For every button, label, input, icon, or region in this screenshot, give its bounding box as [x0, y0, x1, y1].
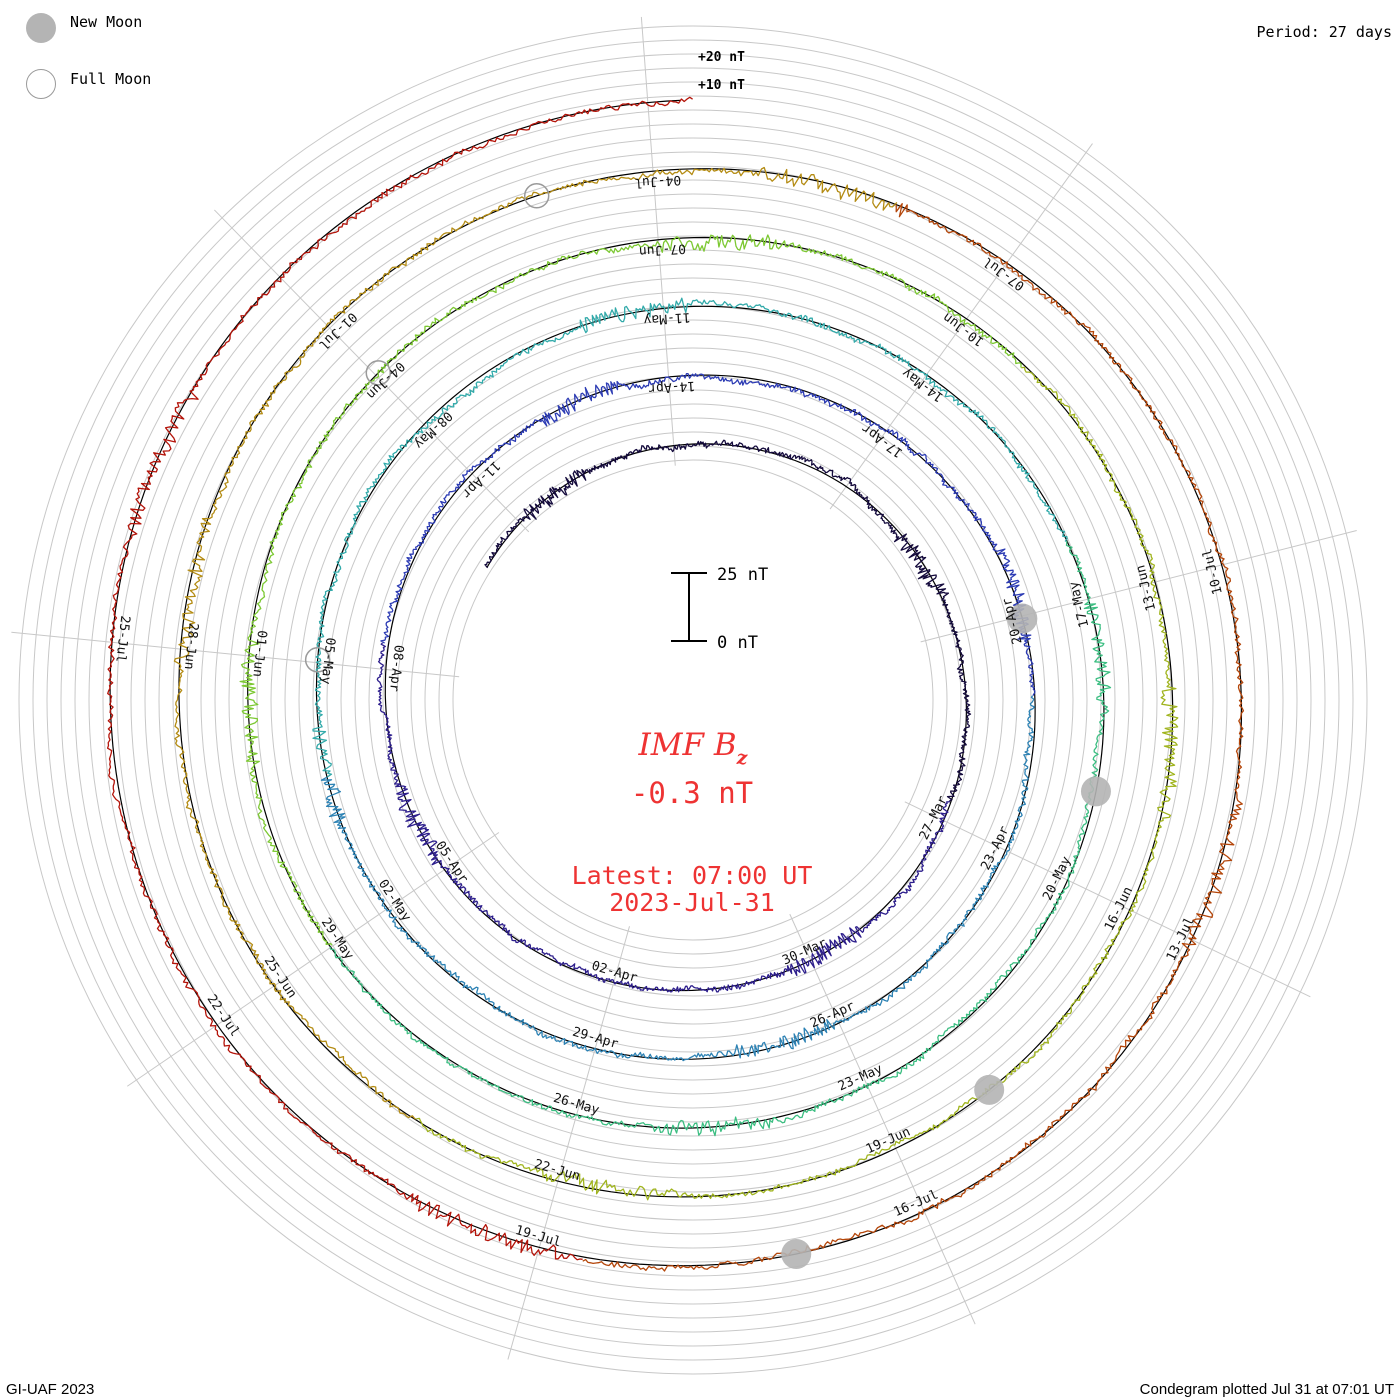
new-moon-marker — [781, 1239, 812, 1270]
grid-circle — [326, 333, 1060, 1067]
bz-traces — [106, 96, 1245, 1272]
date-label: 08-May — [411, 408, 455, 451]
date-label: 05-May — [318, 637, 338, 685]
grid-circle — [256, 263, 1130, 1137]
date-label: 11-May — [643, 309, 691, 327]
grid-circle — [214, 221, 1172, 1179]
grid-circle — [88, 95, 1298, 1305]
bz-trace-segment — [239, 234, 1022, 946]
grid-circle — [368, 375, 1018, 1025]
moon-markers — [304, 183, 1111, 1270]
center-readout: IMF Bz -0.3 nT Latest: 07:00 UT 2023-Jul… — [572, 727, 813, 917]
full-moon-icon — [26, 69, 56, 99]
grid-circle — [172, 179, 1214, 1221]
bz-trace-segment — [582, 203, 1245, 1272]
bz-trace-segment — [106, 96, 693, 1261]
grid-spoke — [127, 832, 500, 1087]
date-label: 20-May — [1040, 854, 1074, 903]
grid-circle — [186, 193, 1200, 1207]
bz-trace-segment — [484, 439, 972, 802]
date-label: 28-Jun — [181, 622, 201, 670]
new-moon-icon — [26, 13, 56, 43]
grid-circle — [382, 389, 1004, 1011]
grid-spoke — [214, 209, 530, 533]
ring-scale-labels: +20 nT +10 nT — [698, 50, 745, 93]
grid-spoke — [11, 631, 460, 678]
scale-bar-top-label: 25 nT — [717, 565, 768, 585]
grid-spoke — [829, 143, 1093, 510]
grid-circle — [242, 249, 1144, 1151]
grid-circle — [200, 207, 1186, 1193]
scale-bar: 25 nT 0 nT — [671, 565, 768, 653]
grid-spoke — [904, 801, 1311, 998]
bz-trace-segment — [376, 642, 950, 993]
grid-circle — [116, 123, 1270, 1277]
grid-circle — [298, 305, 1088, 1095]
grid-circle — [158, 165, 1228, 1235]
grid-circle — [354, 361, 1032, 1039]
zero-baseline-spiral — [109, 99, 1243, 1267]
bz-trace-segment — [173, 166, 898, 1120]
grid-circle — [396, 403, 990, 997]
grid-spoke — [920, 530, 1357, 643]
date-label: 07-Jun — [638, 240, 686, 258]
center-value: -0.3 nT — [631, 776, 753, 810]
grid-circle — [46, 53, 1340, 1347]
grid-circle — [144, 151, 1242, 1249]
bz-trace-segment — [380, 372, 1036, 696]
date-label: 13-Jun — [1133, 563, 1159, 612]
grid-spoke — [507, 926, 630, 1360]
center-date: 2023-Jul-31 — [609, 888, 775, 917]
grid-circle — [74, 81, 1312, 1319]
date-label: 25-Jul — [112, 615, 132, 663]
ring-label-10: +10 nT — [698, 78, 745, 93]
period-label: Period: 27 days — [1256, 23, 1392, 41]
grid-spoke — [789, 913, 976, 1325]
new-moon-marker — [974, 1074, 1005, 1105]
date-label: 01-Jun — [249, 629, 269, 677]
new-moon-marker — [1007, 603, 1038, 634]
grid-circle — [228, 235, 1158, 1165]
date-label: 19-Jul — [513, 1223, 562, 1250]
grid-circle — [130, 137, 1256, 1263]
date-label: 14-Apr — [648, 378, 696, 396]
date-label: 23-Apr — [978, 824, 1012, 873]
full-moon-marker — [523, 183, 550, 209]
grid-circle — [32, 39, 1354, 1361]
grid-circle — [424, 431, 962, 969]
grid-circle — [340, 347, 1046, 1053]
full-moon-marker — [304, 647, 331, 673]
grid-circle — [60, 67, 1326, 1333]
plotted-timestamp: Condegram plotted Jul 31 at 07:01 UT — [1139, 1381, 1394, 1398]
date-label: 08-Apr — [386, 644, 406, 692]
bz-trace-segment — [312, 297, 1068, 778]
polar-grid — [11, 16, 1368, 1375]
bz-trace-segment — [320, 695, 1035, 1062]
date-label: 04-Jul — [634, 172, 682, 190]
ring-label-20: +20 nT — [698, 50, 745, 65]
bz-trace-segment — [329, 541, 1112, 1137]
date-label: 22-Jun — [532, 1157, 581, 1184]
center-title-sub: z — [736, 747, 749, 769]
grid-circle — [312, 319, 1074, 1081]
full-moon-label: Full Moon — [70, 70, 152, 88]
grid-spoke — [640, 16, 676, 466]
grid-circle — [410, 417, 976, 983]
credit-label: GI-UAF 2023 — [6, 1381, 95, 1398]
new-moon-marker — [1080, 776, 1111, 807]
date-label: 27-Mar — [917, 793, 951, 842]
new-moon-label: New Moon — [70, 13, 143, 31]
center-title-main: IMF B — [638, 727, 737, 763]
center-title: IMF Bz — [638, 727, 749, 769]
grid-circle — [452, 459, 934, 941]
grid-circle — [18, 25, 1368, 1375]
center-latest: Latest: 07:00 UT — [572, 861, 813, 890]
scale-bar-bottom-label: 0 nT — [717, 633, 758, 653]
grid-circle — [102, 109, 1284, 1291]
full-moon-marker — [365, 360, 392, 386]
bz-trace-segment — [416, 366, 1179, 1201]
grid-circle — [270, 277, 1116, 1123]
